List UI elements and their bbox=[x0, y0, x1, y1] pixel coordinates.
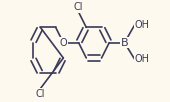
Text: B: B bbox=[121, 38, 128, 48]
Text: OH: OH bbox=[135, 54, 150, 64]
Text: O: O bbox=[59, 38, 67, 48]
Text: OH: OH bbox=[135, 20, 150, 30]
Text: Cl: Cl bbox=[74, 2, 83, 12]
Text: Cl: Cl bbox=[36, 89, 45, 99]
